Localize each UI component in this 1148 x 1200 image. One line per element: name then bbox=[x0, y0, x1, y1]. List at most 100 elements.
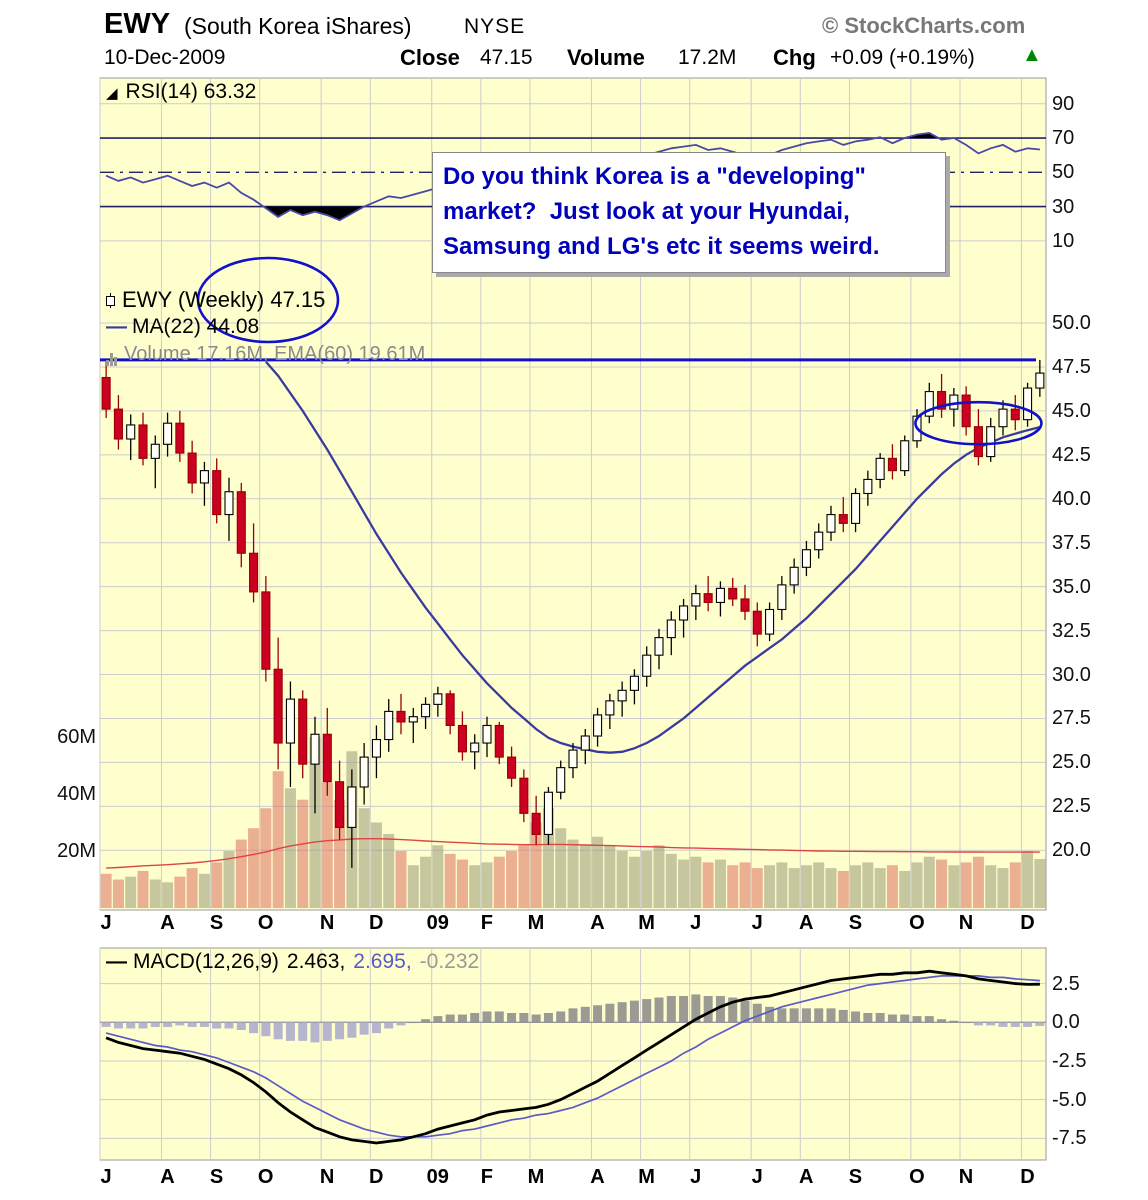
macd-line-sample-icon: — bbox=[106, 950, 127, 973]
pullback-circle-annotation bbox=[914, 400, 1043, 446]
rsi-axis-label: 70 bbox=[1052, 127, 1075, 150]
histogram-value: -0.232 bbox=[419, 950, 480, 973]
macd-axis-label: 2.5 bbox=[1052, 972, 1080, 995]
x-axis-month-label: 09 bbox=[426, 912, 449, 934]
x-axis-month-label: A bbox=[799, 912, 814, 934]
x-axis-month-label: S bbox=[209, 912, 224, 934]
macd-histogram bbox=[101, 994, 1045, 1043]
rsi-axis-label: 90 bbox=[1052, 92, 1075, 115]
volume-legend-text: Volume 17.16M, EMA(60) 19.61M bbox=[124, 343, 426, 365]
x-axis-month-label: A bbox=[590, 912, 605, 934]
x-axis-month-label: S bbox=[209, 1166, 224, 1188]
x-axis-month-label: 09 bbox=[426, 1166, 449, 1188]
change-value: +0.09 (+0.19%) bbox=[830, 46, 975, 69]
close-value: 47.15 bbox=[480, 46, 533, 69]
candlesticks bbox=[101, 359, 1045, 868]
x-axis-month-label: F bbox=[480, 1166, 493, 1188]
x-axis-month-label: J bbox=[690, 912, 702, 934]
price-axis-label: 47.5 bbox=[1052, 355, 1091, 378]
volume-axis-label: 40M bbox=[57, 783, 96, 805]
chart-date: 10-Dec-2009 bbox=[104, 46, 226, 69]
macd-axis-label: 0.0 bbox=[1052, 1011, 1080, 1034]
price-axis-label: 35.0 bbox=[1052, 575, 1091, 598]
rsi-axis-label: 50 bbox=[1052, 161, 1075, 184]
close-label: Close bbox=[400, 45, 460, 70]
x-axis-month-label: M bbox=[638, 1166, 655, 1188]
x-axis-month-label: S bbox=[848, 1166, 863, 1188]
macd-axis-label: -2.5 bbox=[1052, 1049, 1087, 1072]
indicator-icon: ◢ bbox=[106, 85, 118, 102]
rsi-axis-label: 10 bbox=[1052, 229, 1075, 252]
x-axis-month-label: A bbox=[160, 912, 175, 934]
ma-legend-text: MA(22) 44.08 bbox=[132, 315, 260, 338]
x-axis-month-label: M bbox=[527, 1166, 545, 1188]
x-axis-month-label: A bbox=[799, 1166, 814, 1188]
ma-legend: — MA(22) 44.08 bbox=[106, 315, 259, 339]
x-axis-month-label: O bbox=[909, 1166, 925, 1188]
candlestick-icon bbox=[106, 292, 115, 308]
signal-value: 2.695, bbox=[353, 950, 412, 973]
x-axis-month-label: D bbox=[1020, 912, 1035, 934]
macd-legend: — MACD(12,26,9) 2.463, 2.695, -0.232 bbox=[106, 950, 479, 974]
x-axis-month-label: D bbox=[369, 912, 384, 934]
x-axis-month-label: J bbox=[690, 1166, 702, 1188]
x-axis-month-label: A bbox=[160, 1166, 175, 1188]
price-axis-label: 27.5 bbox=[1052, 707, 1091, 730]
x-axis-month-label: N bbox=[319, 1166, 335, 1188]
ma-line-sample-icon: — bbox=[106, 315, 127, 338]
volume-label: Volume bbox=[567, 45, 645, 70]
security-name: (South Korea iShares) bbox=[184, 13, 412, 39]
ma22-line bbox=[265, 360, 1041, 754]
up-arrow-icon: ▲ bbox=[1022, 44, 1042, 66]
price-axis-label: 37.5 bbox=[1052, 531, 1091, 554]
price-legend: EWY (Weekly) 47.15 bbox=[106, 287, 325, 313]
volume-ema-line bbox=[106, 838, 1040, 869]
stockcharts-credit: © StockCharts.com bbox=[822, 13, 1026, 38]
x-axis-month-label: N bbox=[958, 912, 974, 934]
x-axis-month-label: O bbox=[257, 912, 274, 934]
price-axis-label: 25.0 bbox=[1052, 751, 1091, 774]
macd-axis-label: -7.5 bbox=[1052, 1127, 1087, 1150]
x-axis-month-label: O bbox=[909, 912, 925, 934]
x-axis-month-label: D bbox=[1020, 1166, 1035, 1188]
x-axis-month-label: J bbox=[751, 912, 763, 934]
x-axis-month-label: N bbox=[319, 912, 335, 934]
x-axis-month-label: D bbox=[369, 1166, 384, 1188]
x-axis-month-label: N bbox=[958, 1166, 974, 1188]
volume-value: 17.2M bbox=[678, 46, 737, 69]
volume-axis-label: 60M bbox=[57, 726, 96, 748]
x-axis-month-label: A bbox=[590, 1166, 605, 1188]
volume-axis-label: 20M bbox=[57, 840, 96, 862]
annotations bbox=[100, 256, 1043, 446]
change-label: Chg bbox=[773, 45, 816, 70]
x-axis-month-label: J bbox=[100, 912, 112, 934]
price-legend-text: EWY (Weekly) 47.15 bbox=[122, 287, 326, 312]
price-axis-label: 20.0 bbox=[1052, 839, 1091, 862]
annotation-note: Do you think Korea is a "developing" mar… bbox=[432, 152, 946, 273]
rsi-legend: ◢ RSI(14) 63.32 bbox=[106, 80, 256, 104]
price-axis-label: 45.0 bbox=[1052, 399, 1091, 422]
x-axis-month-label: J bbox=[100, 1166, 112, 1188]
volume-legend: Volume 17.16M, EMA(60) 19.61M bbox=[106, 343, 425, 366]
rsi-legend-text: RSI(14) 63.32 bbox=[125, 80, 257, 103]
price-axis-label: 30.0 bbox=[1052, 663, 1091, 686]
x-axis-month-label: F bbox=[480, 912, 493, 934]
volume-bars-icon bbox=[106, 353, 117, 366]
exchange-label: NYSE bbox=[464, 15, 526, 38]
x-axis-month-label: S bbox=[848, 912, 863, 934]
price-axis-label: 32.5 bbox=[1052, 619, 1091, 642]
ticker-symbol: EWY bbox=[104, 8, 171, 40]
macd-line bbox=[105, 969, 1040, 1145]
x-axis-month-label: O bbox=[257, 1166, 274, 1188]
price-axis-label: 50.0 bbox=[1052, 312, 1091, 335]
price-axis-label: 22.5 bbox=[1052, 795, 1091, 818]
macd-value: 2.463, bbox=[286, 950, 346, 973]
x-axis-month-label: J bbox=[751, 1166, 763, 1188]
rsi-axis-label: 30 bbox=[1052, 195, 1075, 218]
macd-axis-label: -5.0 bbox=[1052, 1088, 1087, 1111]
macd-legend-label: MACD(12,26,9) bbox=[133, 950, 279, 973]
x-axis-month-label: M bbox=[527, 912, 545, 934]
price-axis-label: 40.0 bbox=[1052, 487, 1091, 510]
macd-signal-line bbox=[105, 975, 1040, 1138]
